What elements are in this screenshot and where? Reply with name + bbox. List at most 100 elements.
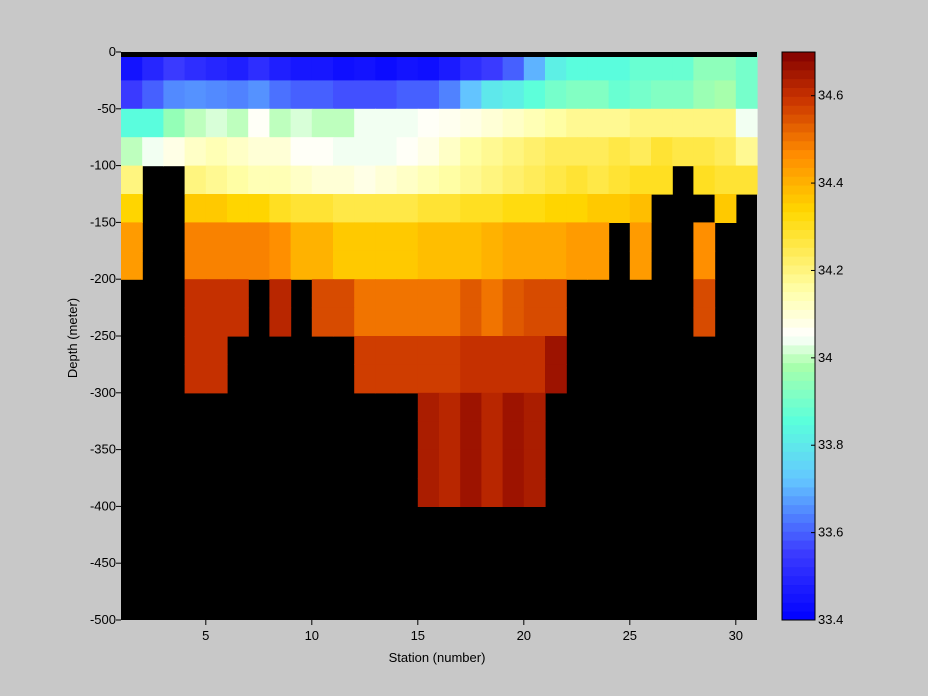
heatmap-cell: [121, 165, 143, 195]
heatmap-cell: [333, 52, 355, 81]
heatmap-cell: [311, 137, 334, 167]
heatmap-cell: [545, 108, 567, 138]
heatmap-cell: [417, 364, 440, 394]
heatmap-cell: [269, 279, 292, 309]
heatmap-cell: [481, 449, 504, 479]
colorbar-segment: [782, 424, 815, 435]
heatmap-cell: [502, 80, 525, 110]
heatmap-cell: [693, 80, 716, 110]
heatmap-cell: [417, 222, 440, 252]
y-tick-label: -500: [90, 612, 116, 627]
heatmap-cell: [523, 194, 546, 223]
heatmap-cell: [417, 392, 440, 422]
heatmap-cell: [502, 421, 525, 451]
heatmap-cell: [396, 279, 419, 309]
heatmap-cell: [311, 194, 334, 223]
heatmap-cell: [460, 449, 482, 479]
heatmap-cell: [354, 279, 376, 309]
heatmap-cell: [672, 52, 694, 81]
heatmap-cell: [205, 222, 228, 252]
colorbar-segment: [782, 282, 815, 293]
heatmap-cell: [205, 336, 228, 365]
heatmap-cell: [502, 222, 525, 252]
heatmap-cell: [587, 194, 610, 223]
heatmap-cell: [375, 165, 398, 195]
heatmap-cell: [714, 194, 737, 223]
heatmap-cell: [333, 194, 355, 223]
colorbar-segment: [782, 495, 815, 506]
heatmap-cell: [227, 222, 249, 252]
heatmap-cell: [714, 80, 737, 110]
colorbar-segment: [782, 407, 815, 417]
heatmap-cell: [481, 392, 504, 422]
heatmap-cell: [417, 108, 440, 138]
heatmap-cell: [481, 307, 504, 337]
heatmap-cell: [354, 250, 376, 280]
heatmap-cell: [375, 108, 398, 138]
heatmap-cell: [269, 165, 292, 195]
heatmap-cell: [333, 108, 355, 138]
heatmap-cell: [184, 307, 207, 337]
heatmap-cell: [502, 279, 525, 309]
colorbar-segment: [782, 451, 815, 461]
colorbar-segment: [782, 433, 815, 444]
heatmap-cell: [354, 165, 376, 195]
heatmap-cell: [651, 137, 673, 167]
heatmap-cell: [227, 307, 249, 337]
heatmap-cell: [205, 137, 228, 167]
heatmap-cell: [714, 108, 737, 138]
heatmap-cell: [651, 108, 673, 138]
heatmap-cell: [523, 421, 546, 451]
heatmap-cell: [545, 336, 567, 365]
heatmap-cell: [354, 222, 376, 252]
colorbar-segment: [782, 371, 815, 381]
heatmap-cell: [205, 194, 228, 223]
heatmap-cell: [523, 364, 546, 394]
colorbar-tick-label: 34: [818, 350, 832, 365]
heatmap-cell: [608, 52, 631, 81]
heatmap-cell: [502, 307, 525, 337]
heatmap-cell: [460, 364, 482, 394]
colorbar-segment: [782, 176, 815, 186]
colorbar-segment: [782, 602, 815, 612]
heatmap-cell: [184, 80, 207, 110]
heatmap-cell: [311, 165, 334, 195]
heatmap-cell: [290, 194, 313, 223]
y-tick-label: -200: [90, 271, 116, 286]
heatmap-cell: [354, 108, 376, 138]
heatmap-cell: [290, 222, 313, 252]
heatmap-cell: [121, 137, 143, 167]
colorbar-segment: [782, 531, 815, 541]
heatmap-cell: [439, 449, 461, 479]
colorbar-segment: [782, 486, 815, 497]
heatmap-cell: [439, 137, 461, 167]
heatmap-cell: [481, 165, 504, 195]
heatmap-cell: [672, 80, 694, 110]
heatmap-cell: [121, 108, 143, 138]
heatmap-cell: [375, 137, 398, 167]
heatmap-cell: [396, 165, 419, 195]
heatmap-cell: [163, 137, 186, 167]
heatmap-cell: [205, 108, 228, 138]
heatmap-cell: [672, 108, 694, 138]
heatmap-cell: [481, 250, 504, 280]
heatmap-cell: [587, 80, 610, 110]
heatmap-cell: [290, 108, 313, 138]
heatmap-cell: [545, 137, 567, 167]
colorbar-segment: [782, 69, 815, 80]
heatmap-cell: [481, 336, 504, 365]
colorbar-segment: [782, 549, 815, 559]
heatmap-cell: [608, 165, 631, 195]
colorbar-segment: [782, 318, 815, 328]
heatmap-cell: [587, 137, 610, 167]
heatmap-cell: [439, 392, 461, 422]
colorbar-segment: [782, 309, 815, 319]
heatmap-cell: [269, 108, 292, 138]
colorbar-segment: [782, 256, 815, 266]
heatmap-cell: [121, 52, 143, 81]
heatmap-cell: [545, 80, 567, 110]
heatmap-cell: [227, 80, 249, 110]
heatmap-cell: [566, 165, 588, 195]
heatmap-cell: [184, 165, 207, 195]
